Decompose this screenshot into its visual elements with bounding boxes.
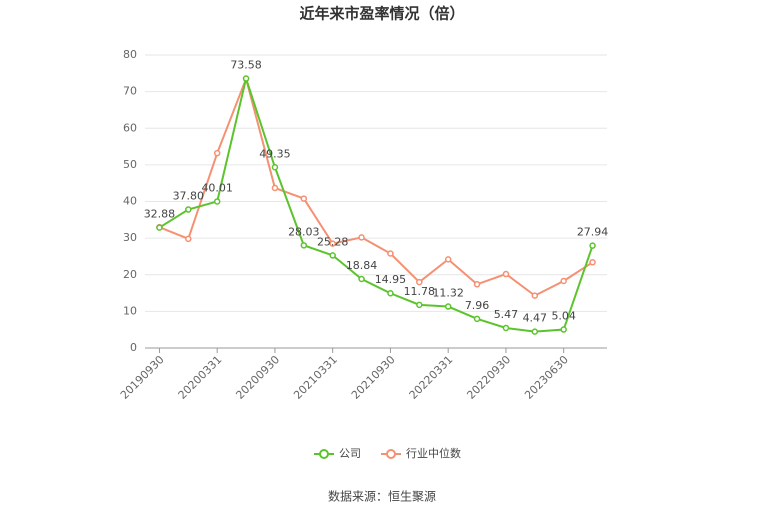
y-tick-label: 70	[123, 85, 137, 98]
x-tick-label: 20210331	[291, 353, 340, 402]
x-tick-label: 20220331	[407, 353, 456, 402]
value-label: 40.01	[201, 181, 233, 194]
point	[589, 242, 596, 249]
point	[531, 292, 539, 299]
point	[473, 315, 481, 323]
y-tick-label: 0	[130, 341, 137, 354]
y-tick-label: 80	[123, 48, 137, 61]
point	[387, 289, 394, 297]
value-label: 14.95	[375, 273, 407, 286]
point	[271, 184, 279, 192]
value-label: 11.78	[404, 285, 436, 298]
value-label: 25.28	[317, 235, 349, 248]
value-label: 27.94	[577, 226, 609, 239]
legend-marker	[319, 449, 329, 459]
value-label: 18.84	[346, 259, 378, 272]
y-tick-label: 40	[123, 195, 137, 208]
x-tick-label: 20200930	[233, 353, 282, 402]
point	[329, 240, 336, 247]
point	[531, 328, 539, 335]
series-line	[159, 75, 594, 297]
point	[185, 235, 192, 243]
legend-marker	[386, 449, 396, 459]
value-label: 73.58	[230, 59, 262, 72]
legend-label: 公司	[339, 447, 361, 460]
x-tick-label: 20220930	[464, 353, 513, 402]
y-tick-label: 50	[123, 158, 137, 171]
point	[300, 242, 308, 249]
legend-label: 行业中位数	[406, 446, 461, 460]
point	[444, 256, 452, 263]
point	[444, 303, 452, 310]
point	[473, 281, 481, 288]
point	[213, 149, 221, 157]
x-tick-label: 20230630	[522, 353, 571, 402]
value-label: 5.04	[551, 310, 576, 323]
value-label: 11.32	[432, 287, 464, 300]
point	[560, 326, 567, 333]
y-tick-label: 10	[123, 304, 137, 317]
value-label: 37.80	[173, 190, 205, 203]
point	[300, 195, 308, 202]
source: 数据来源：恒生聚源	[328, 489, 436, 504]
point	[416, 301, 423, 309]
point	[416, 278, 423, 286]
x-tick-label: 20200331	[176, 353, 225, 402]
point	[358, 234, 365, 241]
point	[589, 259, 596, 266]
value-label: 7.96	[465, 299, 490, 312]
y-tick-label: 20	[123, 268, 137, 281]
point	[242, 75, 250, 82]
point	[213, 198, 221, 205]
point	[271, 164, 279, 171]
y-tick-label: 30	[123, 231, 137, 244]
value-label: 4.47	[523, 312, 548, 325]
value-label: 28.03	[288, 225, 320, 238]
value-label: 49.35	[259, 147, 291, 160]
y-tick-label: 60	[123, 121, 137, 134]
value-label: 5.47	[494, 308, 519, 321]
value-label: 32.88	[144, 208, 176, 221]
x-tick-label: 20210930	[349, 353, 398, 402]
point	[560, 277, 567, 285]
point	[502, 324, 510, 332]
point	[185, 206, 192, 213]
point	[358, 275, 365, 283]
series-line	[158, 74, 594, 333]
point	[502, 270, 510, 278]
point	[156, 224, 163, 231]
point	[329, 252, 336, 259]
chart-title: 近年来市盈率情况（倍）	[299, 5, 464, 23]
x-tick-label: 20190930	[118, 353, 167, 402]
point	[387, 250, 394, 257]
